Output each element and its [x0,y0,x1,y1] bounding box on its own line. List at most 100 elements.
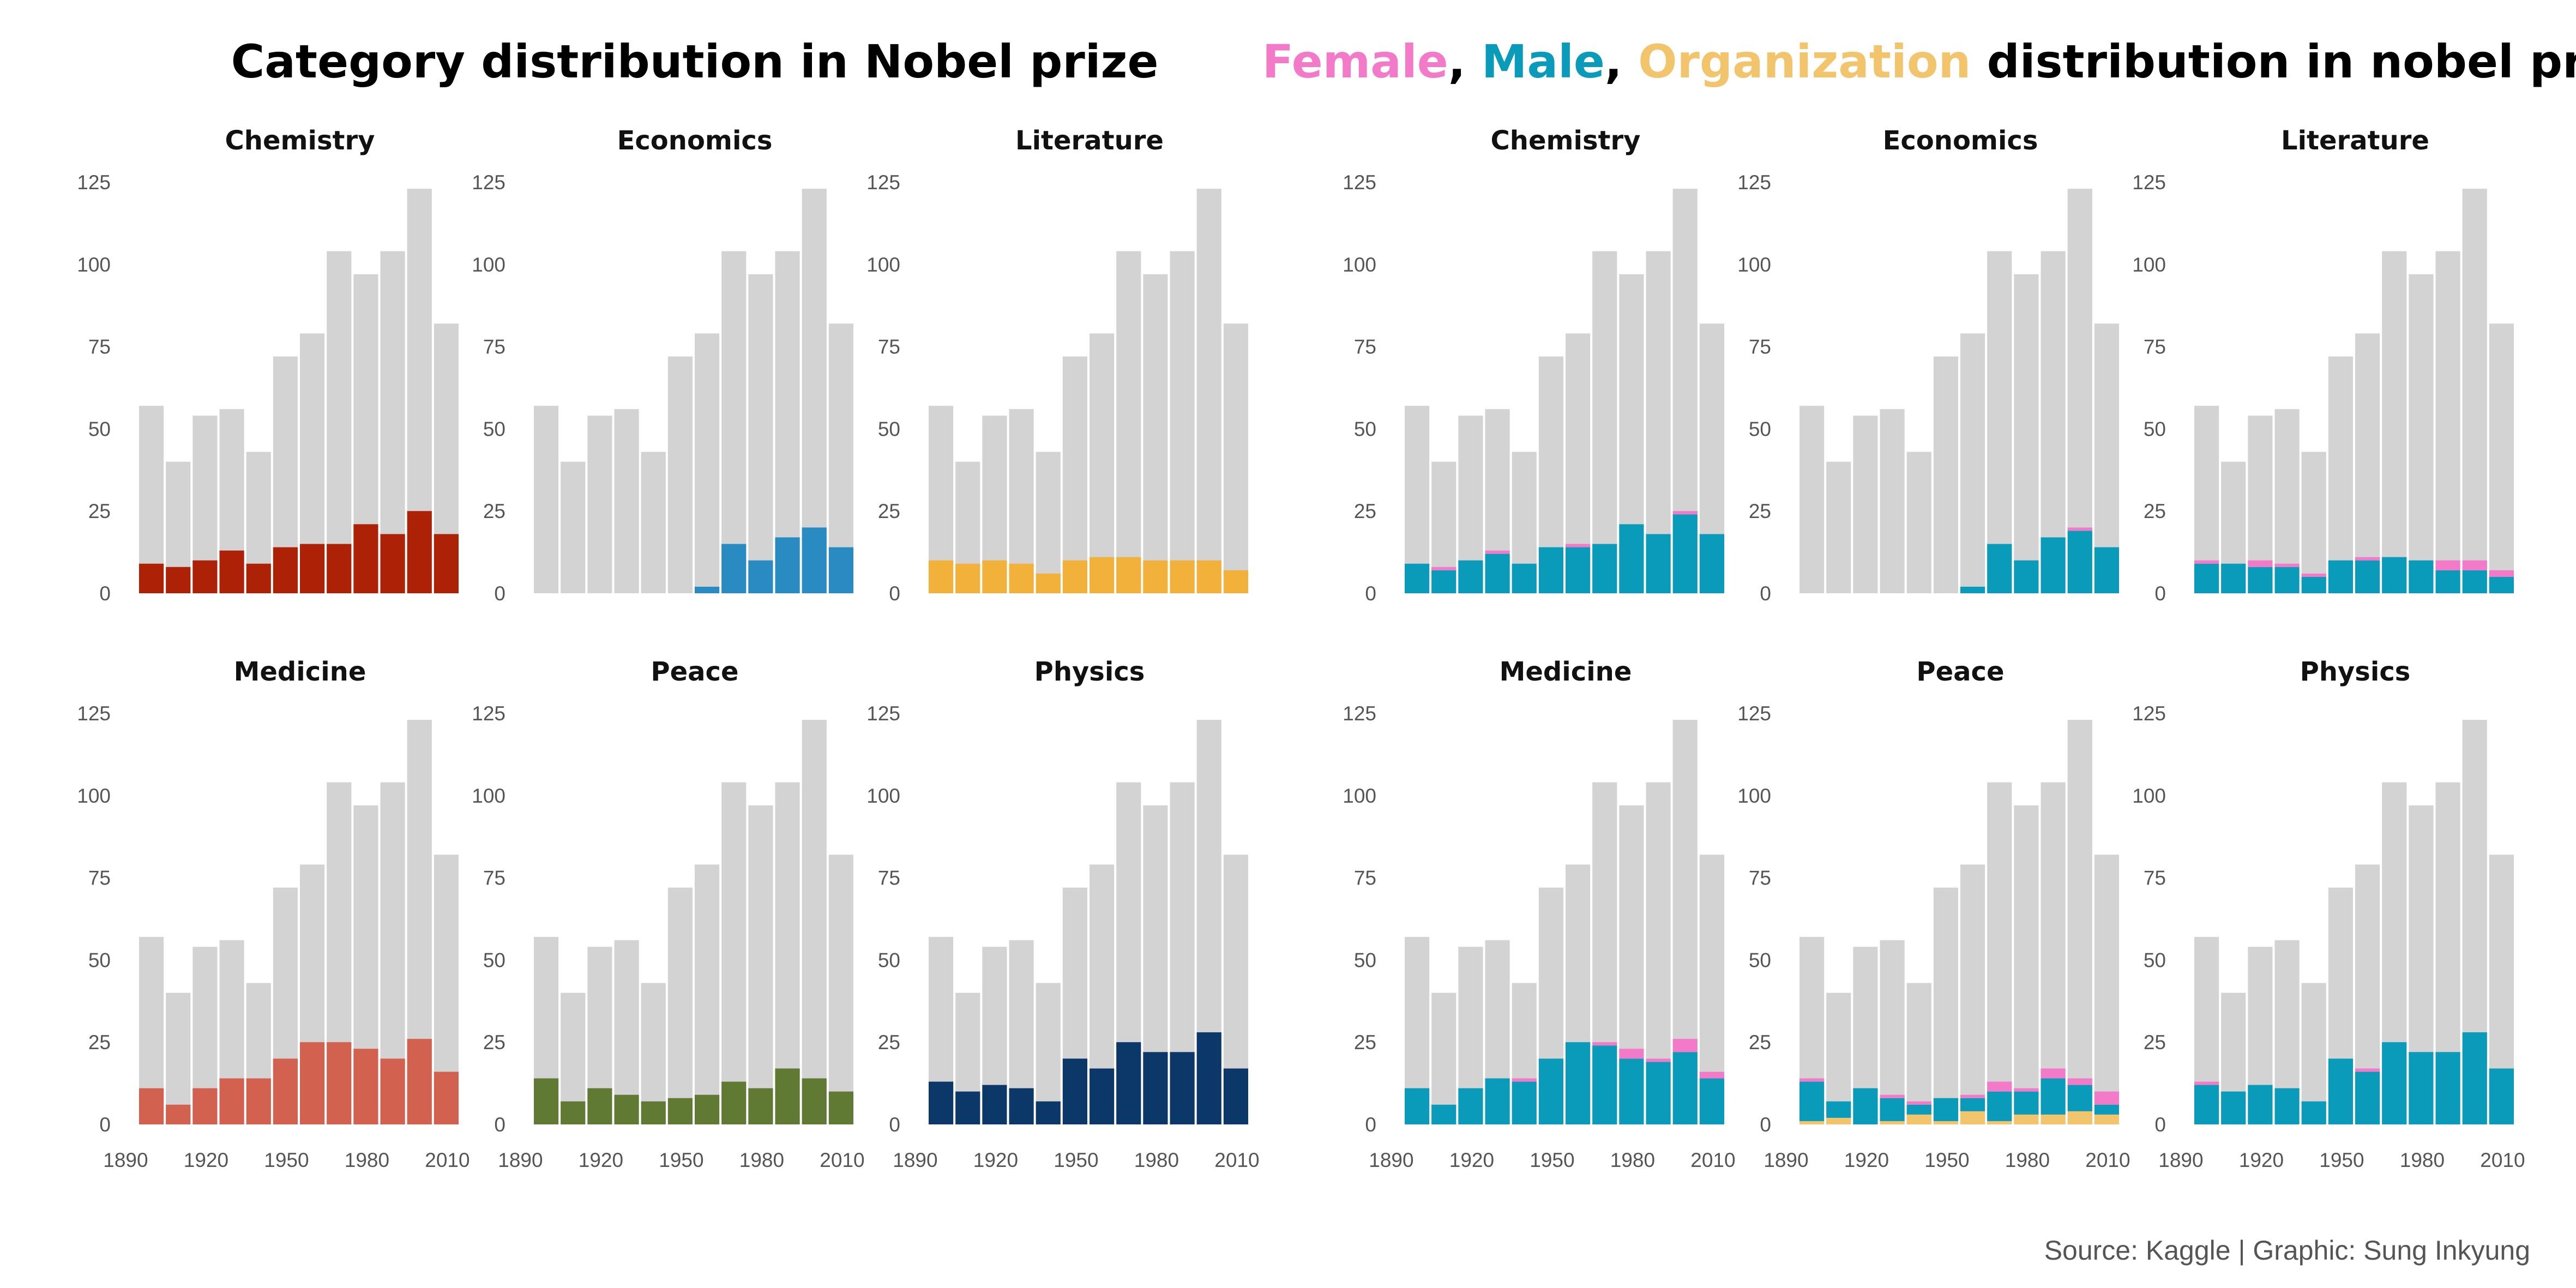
y-tick-label: 75 [2144,867,2166,889]
bar-male [1880,1098,1905,1121]
bar-organization [1826,1117,1851,1124]
bar-peace [748,1088,773,1124]
bar-total [327,251,352,593]
bar-male [2409,560,2434,593]
bar-female [2274,563,2300,567]
y-tick-label: 100 [1737,254,1771,276]
panel-category-chemistry: Chemistry 0 25 50 75 100 125 [77,125,459,605]
bar-male [2489,576,2514,593]
title-organization: Organization [1638,35,1971,88]
bar-literature [1116,557,1141,593]
bar-male [1699,1078,1724,1124]
bar-male [2409,1052,2434,1124]
y-tick-label: 0 [494,1114,505,1136]
bar-chemistry [327,544,352,593]
bar-chemistry [380,534,405,593]
y-tick-label: 125 [472,171,505,194]
bar-female [1799,1078,1825,1082]
bar-total [2041,251,2066,593]
x-tick-label: 1950 [264,1149,309,1171]
x-tick-label: 1920 [2239,1149,2284,1171]
bar-male [2221,1091,2246,1124]
bar-male [2067,531,2092,593]
bar-male [2328,560,2353,593]
bar-female [2194,1081,2219,1085]
x-tick-label: 1920 [1449,1149,1494,1171]
bar-physics [1223,1068,1248,1124]
bar-female [2041,1068,2066,1079]
x-tick-label: 1950 [1924,1149,1969,1171]
panel-gender-chemistry: Chemistry 0 25 50 75 100 125 [1343,125,1724,605]
source-caption: Source: Kaggle | Graphic: Sung Inkyung [2044,1235,2530,1266]
bar-total [1116,251,1141,593]
bar-medicine [434,1072,459,1124]
bar-male [1826,1101,1851,1118]
y-tick-label: 50 [878,949,900,971]
x-tick-label: 2010 [1214,1149,1259,1171]
bar-male [2274,1088,2300,1124]
bar-total [1933,356,1958,593]
y-tick-label: 50 [88,418,111,440]
bar-male [2094,1104,2119,1115]
bar-female [2355,1068,2380,1072]
bar-male [1987,1091,2012,1121]
panel-title: Chemistry [225,125,375,156]
bar-total [1880,940,1905,1124]
bar-chemistry [300,544,325,593]
y-tick-label: 100 [77,785,111,807]
y-tick-label: 100 [1737,785,1771,807]
bar-male [1458,560,1483,593]
panel-category-physics: Physics 0 25 50 75 100 125 1890 1920 1950 1980 2010 [866,657,1259,1171]
panel-category-peace: Peace 0 25 50 75 100 125 1890 1920 1950 1980 2010 [472,657,864,1171]
bar-total [667,356,693,593]
panel-category-economics: Economics 0 25 50 75 100 125 [472,125,853,605]
y-tick-label: 25 [1749,1031,1771,1054]
x-tick-label: 1950 [2319,1149,2364,1171]
y-tick-label: 75 [1749,867,1771,889]
bar-male [2041,1078,2066,1115]
bar-literature [929,560,954,593]
bar-male [1960,586,1985,593]
bar-organization [2094,1114,2119,1124]
bar-male [1987,544,2012,593]
bar-chemistry [434,534,459,593]
bar-female [1485,550,1510,554]
bar-medicine [219,1078,244,1124]
bar-male [2067,1085,2092,1111]
y-tick-label: 125 [472,702,505,725]
y-tick-label: 125 [2132,702,2166,725]
bar-total [721,251,747,593]
bar-female [2194,560,2219,564]
bar-male [2014,1091,2039,1115]
bar-peace [695,1094,720,1124]
bar-peace [614,1094,639,1124]
x-tick-label: 1890 [103,1149,148,1171]
panel-title: Economics [1883,125,2038,156]
bar-total [1880,409,1905,593]
bar-total [828,854,853,1124]
bar-chemistry [219,550,244,593]
bar-literature [1143,560,1168,593]
y-tick-label: 125 [1343,702,1376,725]
bar-total [534,406,559,593]
bar-total [1987,782,2012,1124]
bar-chemistry [192,560,218,593]
bar-total [2462,189,2487,594]
bar-chemistry [407,511,432,593]
y-tick-label: 125 [866,171,900,194]
bar-total [748,805,773,1124]
bar-total [1062,356,1087,593]
bar-peace [587,1088,612,1124]
panel-title: Peace [1916,657,2004,687]
panel-title: Physics [2300,657,2411,687]
bar-physics [1090,1068,1115,1124]
bar-medicine [139,1088,164,1124]
bar-peace [828,1091,853,1124]
bar-male [1906,1104,1931,1115]
bar-total [587,416,612,593]
bar-peace [561,1101,586,1124]
panel-gender-medicine: Medicine 0 25 50 75 100 125 1890 1920 1950 1980 201… [1343,657,1735,1171]
y-tick-label: 100 [472,254,505,276]
bar-total [695,864,720,1124]
